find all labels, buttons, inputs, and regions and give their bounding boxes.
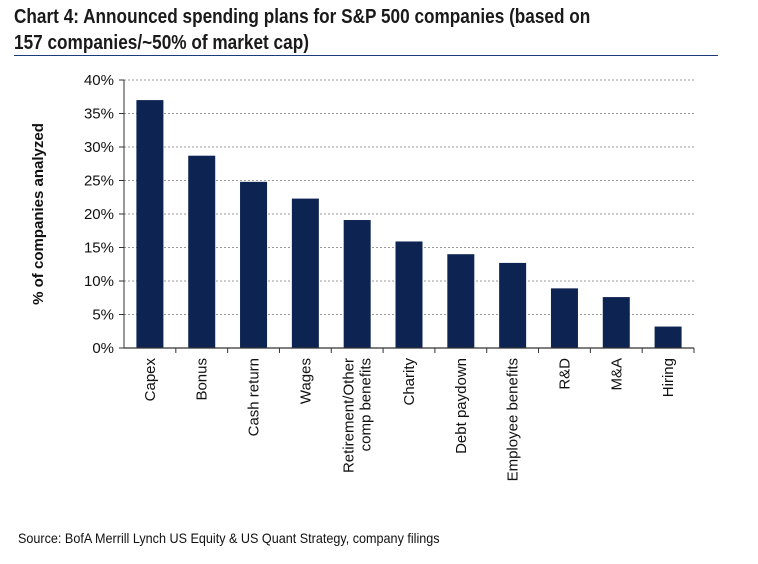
x-tick-label: Capex xyxy=(142,358,159,402)
y-tick-label: 35% xyxy=(84,106,114,123)
bar-debt-paydown xyxy=(447,254,475,348)
x-tick-label: R&D xyxy=(556,358,573,390)
x-tick-label-line: Charity xyxy=(401,358,418,406)
x-tick-label-line: Capex xyxy=(142,358,159,402)
x-tick-label: Debt paydown xyxy=(453,358,470,454)
source-note: Source: BofA Merrill Lynch US Equity & U… xyxy=(18,530,440,546)
x-tick-label-line: Bonus xyxy=(194,358,211,401)
bar-charity xyxy=(395,241,423,348)
x-tick-label-line: M&A xyxy=(608,358,625,391)
bar-wages xyxy=(291,198,319,348)
x-tick-label-line: Employee benefits xyxy=(505,358,522,481)
y-tick-label: 0% xyxy=(92,340,114,357)
x-tick-label-line: R&D xyxy=(556,358,573,390)
bar-r-d xyxy=(550,288,578,348)
chart-title-line-1: Chart 4: Announced spending plans for S&… xyxy=(14,6,591,28)
bar-hiring xyxy=(654,326,682,348)
x-tick-label-line: Wages xyxy=(297,358,314,404)
x-tick-label-line: Retirement/Other xyxy=(341,358,358,473)
bar-m-a xyxy=(602,297,630,348)
x-tick-label-line: comp benefits xyxy=(358,358,375,451)
x-tick-label: Retirement/Othercomp benefits xyxy=(341,358,375,473)
x-tick-label: Hiring xyxy=(660,358,677,397)
x-tick-label-line: Debt paydown xyxy=(453,358,470,454)
bar-cash-return xyxy=(240,181,268,348)
bar-bonus xyxy=(188,155,216,348)
x-tick-label: Wages xyxy=(297,358,314,404)
x-tick-label: Charity xyxy=(401,358,418,406)
bar-capex xyxy=(136,100,164,348)
chart-title: Chart 4: Announced spending plans for S&… xyxy=(14,4,633,56)
x-tick-label-line: Cash return xyxy=(246,358,263,436)
y-axis-title: % of companies analyzed xyxy=(30,123,47,305)
y-tick-label: 15% xyxy=(84,240,114,257)
bar-employee-benefits xyxy=(499,262,527,348)
x-tick-label: M&A xyxy=(608,358,625,391)
x-tick-label: Employee benefits xyxy=(505,358,522,481)
x-tick-label: Cash return xyxy=(246,358,263,436)
y-tick-label: 40% xyxy=(84,72,114,89)
chart-title-line-2: 157 companies/~50% of market cap) xyxy=(14,32,309,54)
y-tick-label: 30% xyxy=(84,139,114,156)
y-tick-label: 5% xyxy=(92,307,114,324)
bar-retirement-other-comp-benefits xyxy=(343,220,371,348)
x-tick-label: Bonus xyxy=(194,358,211,401)
y-tick-label: 10% xyxy=(84,273,114,290)
y-tick-label: 20% xyxy=(84,206,114,223)
y-tick-label: 25% xyxy=(84,173,114,190)
x-tick-label-line: Hiring xyxy=(660,358,677,397)
title-divider xyxy=(14,55,718,56)
bar-chart: 0% 5% 10% 15% 20% 25% 30% 35% 40% % of companies … xyxy=(30,72,695,481)
